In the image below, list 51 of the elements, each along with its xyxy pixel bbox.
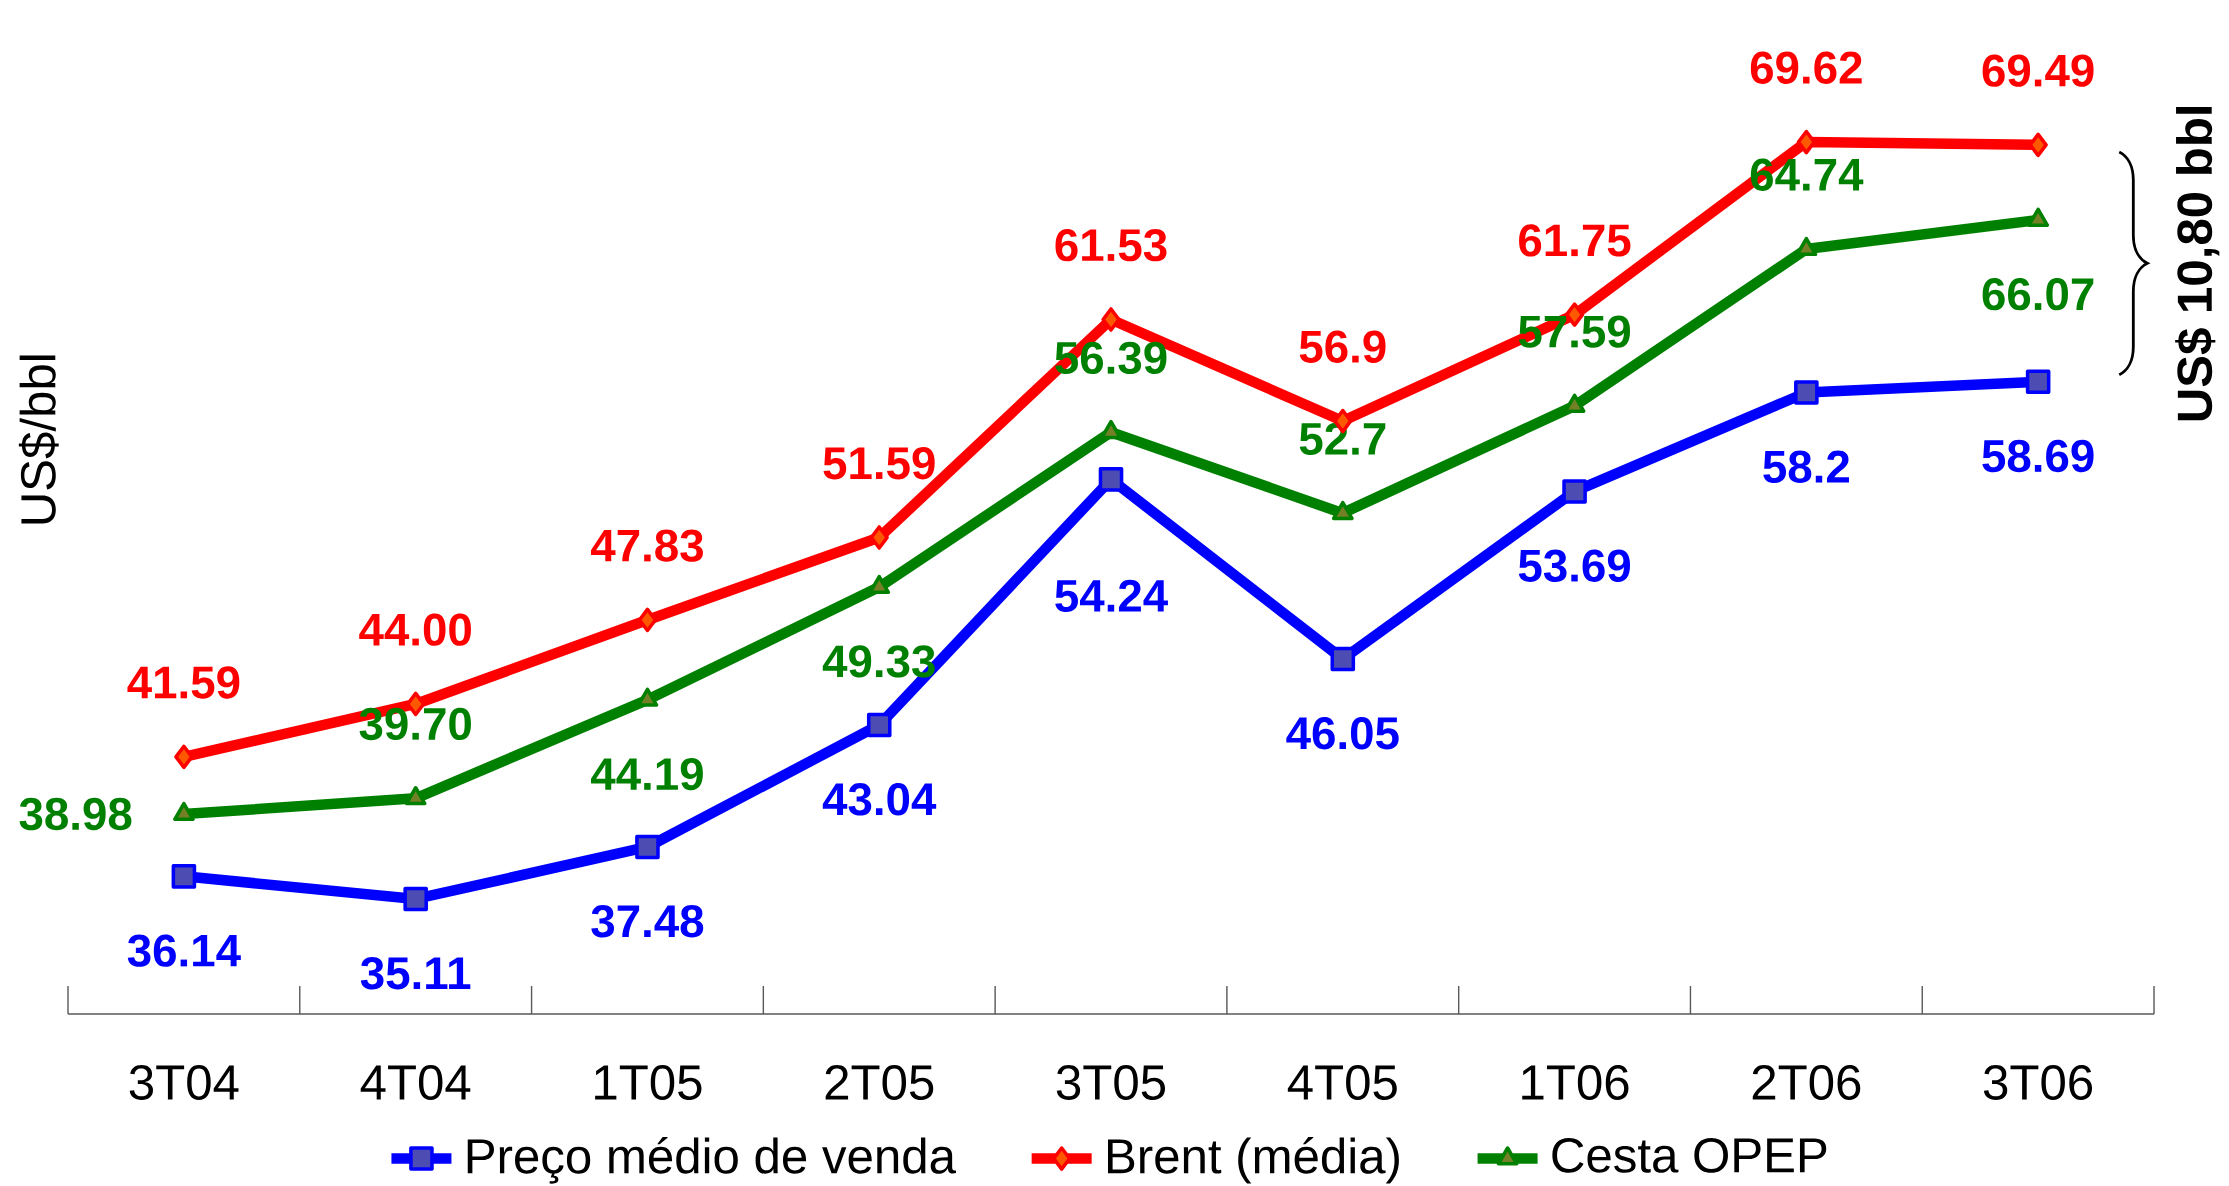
data-label: 69.62 (1750, 51, 1862, 84)
x-tick-label: 1T05 (595, 1065, 702, 1100)
point (2025, 369, 2051, 395)
point (635, 834, 660, 860)
point (1794, 380, 1819, 405)
x-tick-label: 1T06 (1522, 1065, 1629, 1100)
point (869, 525, 889, 550)
legend-label: Brent (média) (1107, 1136, 1399, 1184)
data-label: 58.69 (1982, 439, 2094, 473)
x-tick-label: 3T06 (1983, 1065, 2093, 1100)
data-label: 39.70 (359, 707, 471, 741)
data-label: 44.00 (359, 613, 471, 646)
x-tick-label: 3T05 (1056, 1065, 1166, 1100)
x-tick-label: 3T04 (129, 1065, 239, 1100)
data-label: 36.14 (127, 934, 241, 967)
y-axis-title: US$/bbl (18, 355, 59, 524)
data-label: 58.2 (1763, 450, 1849, 483)
data-label: 54.24 (1055, 579, 1168, 613)
data-label: 66.07 (1982, 278, 2094, 311)
x-tick-label: 2T05 (825, 1065, 934, 1100)
point (171, 864, 197, 889)
legend-label: Cesta OPEP (1552, 1137, 1827, 1173)
text: US$ 10,80 bbl (2175, 106, 2220, 421)
data-label: 56.9 (1299, 330, 1386, 363)
data-label: 46.05 (1286, 717, 1399, 750)
data-label: 53.69 (1518, 549, 1631, 582)
point (1098, 467, 1124, 492)
data-label: 43.04 (822, 783, 937, 816)
data-label: 69.49 (1982, 54, 2094, 87)
x-tick-label: 2T06 (1752, 1065, 1861, 1100)
legend-label: Preço médio de venda (467, 1136, 957, 1184)
data-label: 61.53 (1055, 228, 1167, 262)
data-label: 35.11 (360, 957, 471, 990)
data-label: 41.59 (127, 666, 240, 699)
point (1101, 307, 1121, 332)
data-label: 61.75 (1519, 224, 1631, 257)
data-label: 49.33 (822, 645, 935, 678)
point (174, 744, 194, 770)
point (866, 712, 892, 738)
data-label: 37.48 (591, 905, 704, 938)
x-tick-label: 4T04 (360, 1065, 471, 1100)
point (403, 886, 428, 912)
point (637, 607, 658, 633)
data-label: 44.19 (591, 757, 703, 791)
point (2028, 132, 2048, 158)
data-label: 38.98 (19, 797, 132, 831)
point (1562, 479, 1587, 504)
point (1330, 646, 1356, 672)
x-tick-label: 4T05 (1287, 1065, 1397, 1100)
data-label: 47.83 (591, 529, 703, 562)
data-label: 51.59 (823, 447, 935, 480)
